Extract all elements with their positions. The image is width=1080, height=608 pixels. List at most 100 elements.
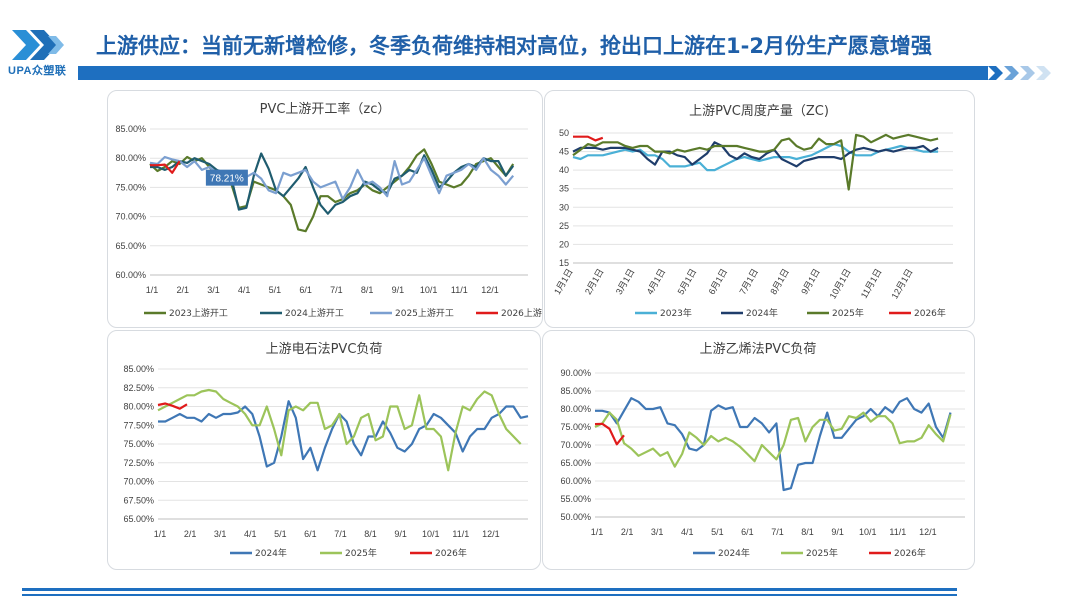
y-tick-label: 80.00% xyxy=(560,404,591,414)
footer-line xyxy=(22,588,957,591)
x-tick-label: 5/1 xyxy=(269,285,282,295)
series-line-3 xyxy=(150,160,181,174)
x-tick-label: 11/1 xyxy=(889,527,906,537)
chart-ethylene-pvc-load: 上游乙烯法PVC负荷 50.00% 55.00% 60.00% 65.00% 70.00%… xyxy=(560,342,965,559)
series-line-0 xyxy=(158,400,529,472)
x-tick-label: 6/1 xyxy=(299,285,312,295)
series-line-2 xyxy=(594,422,625,446)
y-tick-label: 75.00% xyxy=(123,439,154,449)
y-tick-label: 72.50% xyxy=(123,458,154,468)
legend-label: 2026上游开工 xyxy=(501,307,542,319)
x-tick-label: 8/1 xyxy=(364,529,377,539)
y-tick-label: 55.00% xyxy=(560,494,591,504)
x-tick-label: 8月1日 xyxy=(768,267,791,296)
series-line-2 xyxy=(572,133,939,191)
title-bar xyxy=(78,66,988,80)
y-tick-label: 50.00% xyxy=(560,512,591,522)
x-tick-label: 8/1 xyxy=(801,527,814,537)
chart-panel-c3: 上游电石法PVC负荷 65.00% 67.50% 70.00% 72.50% 75.00%… xyxy=(107,330,541,570)
y-tick-label: 25 xyxy=(559,221,569,231)
y-tick-label: 85.00% xyxy=(115,124,146,134)
x-tick-label: 8/1 xyxy=(361,285,374,295)
x-tick-label: 4/1 xyxy=(244,529,257,539)
y-tick-label: 40 xyxy=(559,165,569,175)
x-tick-label: 12/1 xyxy=(481,285,499,295)
x-tick-label: 5/1 xyxy=(711,527,724,537)
x-tick-label: 5/1 xyxy=(274,529,287,539)
y-tick-label: 15 xyxy=(559,258,569,268)
callout-box xyxy=(205,169,248,186)
series-line-2 xyxy=(149,155,515,201)
chart-title: PVC上游开工率（zc） xyxy=(260,101,391,117)
x-tick-label: 9/1 xyxy=(831,527,844,537)
x-tick-label: 9/1 xyxy=(392,285,405,295)
x-tick-label: 9月1日 xyxy=(799,267,822,296)
chart-carbide-pvc-load: 上游电石法PVC负荷 65.00% 67.50% 70.00% 72.50% 75.00%… xyxy=(123,342,529,559)
chart-panel-c2: 上游PVC周度产量（ZC) 15 20 25 30 35 40 45 50 1月1日 2月1日 3月1… xyxy=(544,90,975,328)
y-tick-label: 45 xyxy=(559,147,569,157)
footer-line xyxy=(22,594,957,596)
y-tick-label: 70.00% xyxy=(560,440,591,450)
x-tick-label: 7/1 xyxy=(330,285,343,295)
x-tick-label: 7月1日 xyxy=(737,267,760,296)
series-line-1 xyxy=(572,141,939,168)
legend-label: 2025年 xyxy=(345,547,377,559)
x-tick-label: 11月1日 xyxy=(859,267,884,300)
series-line-3 xyxy=(573,135,604,142)
callout-label: 78.21% xyxy=(210,174,244,185)
x-tick-label: 10/1 xyxy=(422,529,440,539)
y-tick-label: 60.00% xyxy=(115,270,146,280)
x-tick-label: 12月1日 xyxy=(889,267,914,301)
x-tick-label: 2/1 xyxy=(176,285,189,295)
x-tick-label: 1/1 xyxy=(591,527,604,537)
x-tick-label: 4/1 xyxy=(238,285,251,295)
x-tick-label: 10/1 xyxy=(859,527,877,537)
y-tick-label: 90.00% xyxy=(560,368,591,378)
page-title: 上游供应：当前无新增检修，冬季负荷维持相对高位，抢出口上游在1-2月份生产愿意增… xyxy=(96,34,932,58)
upa-logo xyxy=(10,28,80,78)
legend-label: 2023年 xyxy=(660,307,692,319)
series-line-1 xyxy=(157,388,522,472)
y-tick-label: 77.50% xyxy=(123,420,154,430)
x-tick-label: 7/1 xyxy=(334,529,347,539)
chart-title: 上游电石法PVC负荷 xyxy=(266,342,383,357)
y-tick-label: 75.00% xyxy=(560,422,591,432)
x-tick-label: 12/1 xyxy=(482,529,500,539)
y-tick-label: 65.00% xyxy=(115,241,146,251)
legend-label: 2024年 xyxy=(255,547,287,559)
chevron-decoration xyxy=(988,66,1051,80)
x-tick-label: 11/1 xyxy=(452,529,469,539)
y-tick-label: 85.00% xyxy=(560,386,591,396)
y-tick-label: 50 xyxy=(559,128,569,138)
x-tick-label: 6/1 xyxy=(741,527,754,537)
series-line-0 xyxy=(595,397,952,492)
x-tick-label: 7/1 xyxy=(771,527,784,537)
x-tick-label: 6月1日 xyxy=(707,267,730,296)
y-tick-label: 75.00% xyxy=(115,182,146,192)
x-tick-label: 2月1日 xyxy=(583,267,606,296)
chart-upstream-pvc-weekly-output: 上游PVC周度产量（ZC) 15 20 25 30 35 40 45 50 1月1日 2月1日 3月1… xyxy=(552,103,953,319)
x-tick-label: 1月1日 xyxy=(552,267,575,296)
y-tick-label: 67.50% xyxy=(123,495,154,505)
legend-label: 2024年 xyxy=(718,547,750,559)
y-tick-label: 80.00% xyxy=(123,402,154,412)
logo-text: UPA众塑联 xyxy=(8,65,67,77)
y-tick-label: 80.00% xyxy=(115,153,146,163)
x-tick-label: 2/1 xyxy=(621,527,634,537)
x-tick-label: 11/1 xyxy=(451,285,468,295)
x-tick-label: 5月1日 xyxy=(676,267,699,296)
x-tick-label: 3/1 xyxy=(214,529,227,539)
legend-label: 2024年 xyxy=(746,307,778,319)
legend-label: 2026年 xyxy=(914,307,946,319)
x-tick-label: 3月1日 xyxy=(614,267,637,296)
legend-label: 2025上游开工 xyxy=(395,307,454,319)
x-tick-label: 10/1 xyxy=(420,285,438,295)
y-tick-label: 35 xyxy=(559,184,569,194)
y-tick-label: 20 xyxy=(559,239,569,249)
x-tick-label: 3/1 xyxy=(207,285,220,295)
y-tick-label: 70.00% xyxy=(115,212,146,222)
x-tick-label: 4/1 xyxy=(681,527,694,537)
chart-title: 上游乙烯法PVC负荷 xyxy=(700,342,817,357)
legend-label: 2026年 xyxy=(435,547,467,559)
x-tick-label: 12/1 xyxy=(919,527,937,537)
